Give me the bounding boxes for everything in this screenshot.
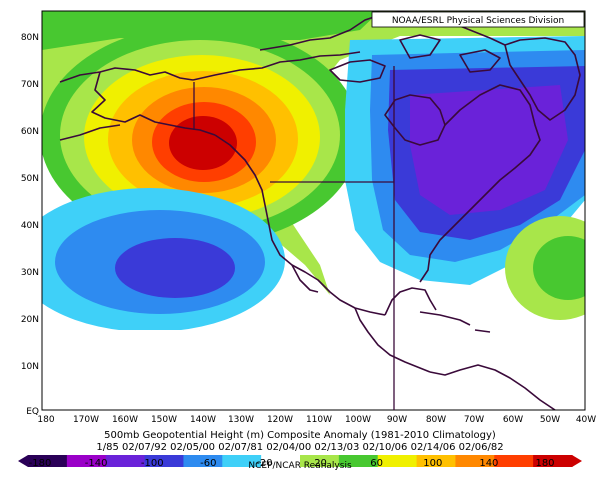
lat-label: 20N (21, 315, 39, 325)
lat-label: EQ (26, 407, 39, 417)
colorbar-tick-label: -140 (85, 458, 108, 469)
lat-label: 70N (21, 80, 39, 90)
colorbar-arrow-left (18, 455, 28, 467)
lon-label: 90W (387, 415, 407, 425)
colorbar-swatch (222, 455, 262, 467)
lon-label: 120W (267, 415, 293, 425)
colorbar-tick-label: 180 (535, 458, 554, 469)
longitude-labels: 180 170W 160W 150W 140W 130W 120W 110W 1… (37, 415, 596, 425)
colorbar-tick-label: -20 (256, 458, 272, 469)
colorbar-swatch (183, 455, 223, 467)
colorbar-swatch (494, 455, 534, 467)
colorbar-swatch (66, 455, 107, 467)
lon-label: 180 (37, 415, 54, 425)
lat-label: 30N (21, 268, 39, 278)
colorbar-swatch (144, 455, 184, 467)
lat-label: 60N (21, 127, 39, 137)
colorbar-swatch (377, 455, 418, 467)
lon-label: 150W (151, 415, 177, 425)
lon-label: 130W (228, 415, 254, 425)
colorbar-tick-label: -180 (29, 458, 52, 469)
colorbar-tick-label: -60 (200, 458, 216, 469)
credit-text: NOAA/ESRL Physical Sciences Division (392, 16, 564, 26)
colorbar-tick-label: 140 (479, 458, 498, 469)
lon-label: 50W (540, 415, 560, 425)
latitude-labels: 80N 70N 60N 50N 40N 30N 20N 10N EQ (21, 33, 39, 417)
credit-box (371, 11, 585, 28)
lon-label: 140W (190, 415, 216, 425)
lon-label: 60W (503, 415, 523, 425)
lon-label: 170W (73, 415, 99, 425)
colorbar-tick-label: 60 (370, 458, 383, 469)
colorbar-swatch (533, 455, 573, 467)
lat-label: 10N (21, 362, 39, 372)
lon-label: 100W (345, 415, 371, 425)
colorbar-swatch (261, 455, 301, 467)
colorbar-arrow-right (572, 455, 582, 467)
colorbar-swatch (455, 455, 495, 467)
colorbar-swatch (300, 455, 340, 467)
lon-label: 110W (306, 415, 332, 425)
lon-label: 160W (112, 415, 138, 425)
lon-label: 40W (576, 415, 596, 425)
footer-title: 500mb Geopotential Height (m) Composite … (104, 430, 496, 441)
lat-label: 80N (21, 33, 39, 43)
colorbar-swatch (105, 455, 146, 467)
region-box (193, 66, 395, 410)
lat-label: 50N (21, 174, 39, 184)
colorbar-swatch (416, 455, 456, 467)
plot-frame (41, 10, 586, 411)
colorbar-labels: -180 -140 -100 -60 -20 20 60 100 140 180 (29, 458, 555, 469)
lon-label: 70W (464, 415, 484, 425)
footer-dates: 1/85 02/07/92 02/05/00 02/07/81 02/04/00… (96, 442, 503, 453)
lon-label: 80W (426, 415, 446, 425)
colorbar-tick-label: -100 (141, 458, 164, 469)
lat-label: 40N (21, 221, 39, 231)
colorbar-swatch (338, 455, 379, 467)
colorbar-tick-label: 20 (314, 458, 327, 469)
colorbar-tick-label: 100 (423, 458, 442, 469)
colorbar (18, 455, 582, 467)
anomaly-field (42, 11, 585, 410)
colorbar-swatch (28, 455, 68, 467)
footer-source: NCEP/NCAR Reanalysis (248, 461, 352, 471)
